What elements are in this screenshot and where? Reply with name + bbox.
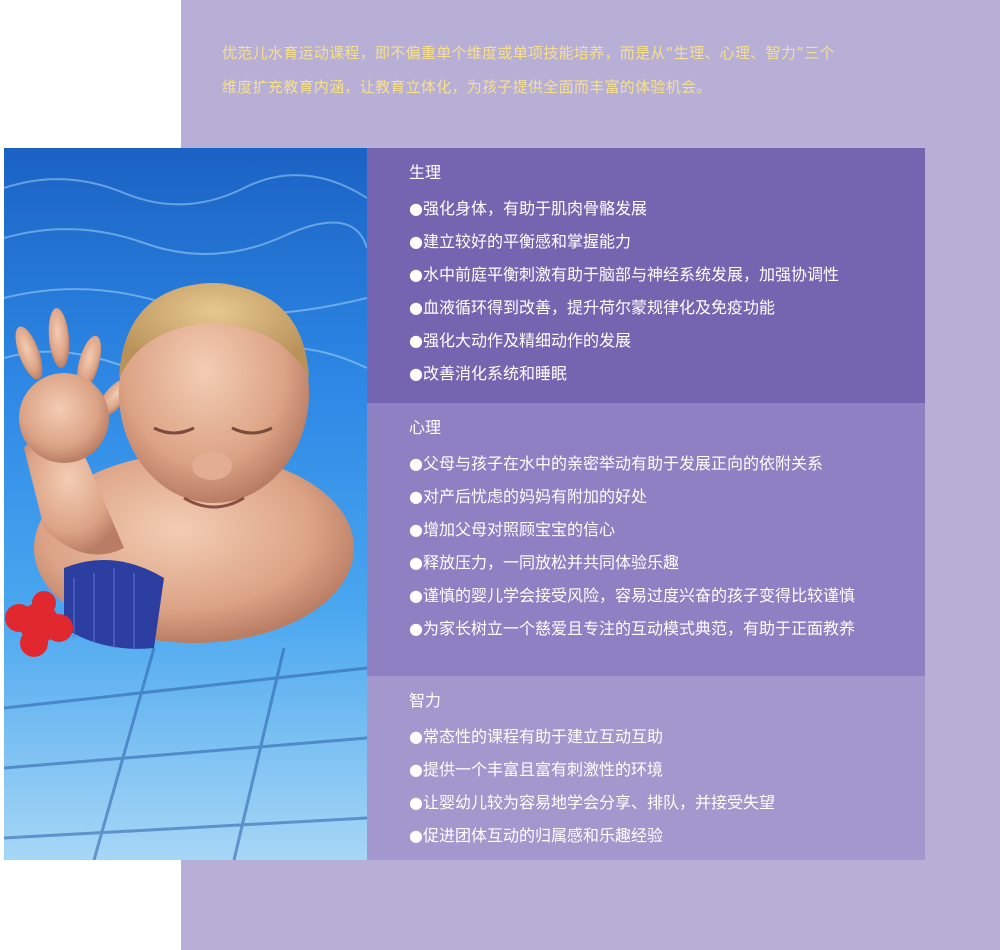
list-item: 增加父母对照顾宝宝的信心 — [409, 513, 925, 546]
list-item: 对产后忧虑的妈妈有附加的好处 — [409, 480, 925, 513]
baby-swimming-photo — [4, 148, 367, 860]
list-item: 为家长树立一个慈爱且专注的互动模式典范，有助于正面教养 — [409, 612, 925, 645]
list-item: 水中前庭平衡刺激有助于脑部与神经系统发展，加强协调性 — [409, 258, 925, 291]
list-item: 建立较好的平衡感和掌握能力 — [409, 225, 925, 258]
list-item: 释放压力，一同放松并共同体验乐趣 — [409, 546, 925, 579]
section-title: 心理 — [409, 418, 442, 437]
list-item: 父母与孩子在水中的亲密举动有助于发展正向的依附关系 — [409, 447, 925, 480]
intro-line-1: 优范儿水育运动课程，即不偏重单个维度或单项技能培养，而是从“生理、心理、智力”三… — [222, 44, 835, 62]
list-item: 强化身体，有助于肌肉骨骼发展 — [409, 192, 925, 225]
intelligence-list: 常态性的课程有助于建立互动互助 提供一个丰富且富有刺激性的环境 让婴幼儿较为容易… — [409, 720, 925, 852]
list-item: 强化大动作及精细动作的发展 — [409, 324, 925, 357]
section-title: 生理 — [409, 163, 442, 182]
intro-paragraph: 优范儿水育运动课程，即不偏重单个维度或单项技能培养，而是从“生理、心理、智力”三… — [222, 36, 962, 104]
list-item: 常态性的课程有助于建立互动互助 — [409, 720, 925, 753]
intro-line-2: 维度扩充教育内涵，让教育立体化，为孩子提供全面而丰富的体验机会。 — [222, 78, 712, 96]
physiology-list: 强化身体，有助于肌肉骨骼发展 建立较好的平衡感和掌握能力 水中前庭平衡刺激有助于… — [409, 192, 925, 390]
section-title: 智力 — [409, 691, 442, 710]
list-item: 提供一个丰富且富有刺激性的环境 — [409, 753, 925, 786]
psychology-list: 父母与孩子在水中的亲密举动有助于发展正向的依附关系 对产后忧虑的妈妈有附加的好处… — [409, 447, 925, 645]
list-item: 谨慎的婴儿学会接受风险，容易过度兴奋的孩子变得比较谨慎 — [409, 579, 925, 612]
list-item: 促进团体互动的归属感和乐趣经验 — [409, 819, 925, 852]
section-intelligence: 智力 常态性的课程有助于建立互动互助 提供一个丰富且富有刺激性的环境 让婴幼儿较… — [367, 676, 925, 860]
list-item: 让婴幼儿较为容易地学会分享、排队，并接受失望 — [409, 786, 925, 819]
list-item: 血液循环得到改善，提升荷尔蒙规律化及免疫功能 — [409, 291, 925, 324]
section-physiology: 生理 强化身体，有助于肌肉骨骼发展 建立较好的平衡感和掌握能力 水中前庭平衡刺激… — [367, 148, 925, 403]
section-psychology: 心理 父母与孩子在水中的亲密举动有助于发展正向的依附关系 对产后忧虑的妈妈有附加… — [367, 403, 925, 676]
list-item: 改善消化系统和睡眠 — [409, 357, 925, 390]
